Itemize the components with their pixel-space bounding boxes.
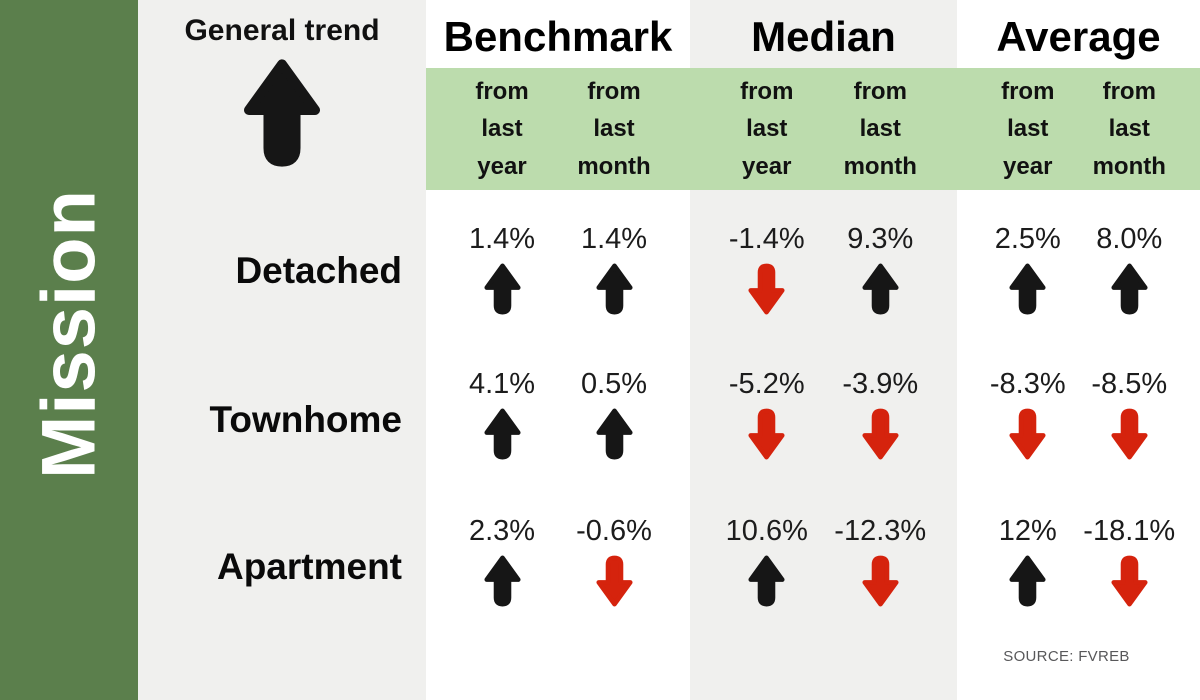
- stat-value: -18.1%: [1083, 515, 1176, 547]
- trend-arrow-icon: [862, 408, 899, 460]
- subheader-median-month: from last month: [843, 78, 917, 180]
- row-label-townhome: Townhome: [209, 399, 402, 440]
- source-attribution: SOURCE: FVREB: [1003, 648, 1130, 665]
- trend-arrow-icon: [1111, 263, 1148, 315]
- stat-value: 9.3%: [847, 223, 914, 255]
- trend-arrow-icon: [748, 555, 785, 607]
- region-sidebar: Mission: [0, 0, 138, 700]
- general-trend-label: General trend: [184, 14, 380, 47]
- cell-detached-average-month: 8.0%: [1079, 222, 1181, 315]
- stat-value: 8.0%: [1096, 223, 1163, 255]
- stat-value: 2.3%: [468, 515, 536, 547]
- stat-value: -5.2%: [728, 368, 805, 400]
- trend-arrow-icon: [862, 555, 899, 607]
- value-row-townhome: 4.1% 0.5% -5.2% -3.9% -8.3%: [426, 367, 1200, 460]
- trend-arrow-icon: [484, 408, 521, 460]
- trend-arrow-icon: [484, 555, 521, 607]
- trend-arrow-icon: [1009, 408, 1046, 460]
- trend-arrow-icon: [484, 263, 521, 315]
- stat-value: -1.4%: [728, 223, 805, 255]
- subheader-benchmark-year: from last year: [475, 78, 529, 180]
- trend-arrow-icon: [1009, 555, 1046, 607]
- cell-townhome-median-year: -5.2%: [710, 367, 824, 460]
- cell-detached-average-year: 2.5%: [977, 222, 1079, 315]
- cell-townhome-benchmark-month: 0.5%: [558, 367, 670, 460]
- cell-apartment-average-year: 12%: [977, 514, 1079, 607]
- group-title-median: Median: [751, 13, 896, 60]
- townhome-average-group: -8.3% -8.5%: [957, 367, 1200, 460]
- trend-arrow-icon: [748, 263, 785, 315]
- general-trend: General trend: [138, 14, 426, 173]
- cell-detached-benchmark-year: 1.4%: [446, 222, 558, 315]
- cell-apartment-benchmark-year: 2.3%: [446, 514, 558, 607]
- stat-value: 10.6%: [725, 515, 808, 547]
- cell-detached-benchmark-month: 1.4%: [558, 222, 670, 315]
- row-label-detached: Detached: [235, 250, 402, 291]
- group-title-benchmark: Benchmark: [443, 13, 673, 60]
- trend-arrow-icon: [1111, 555, 1148, 607]
- cell-townhome-average-month: -8.5%: [1079, 367, 1181, 460]
- apartment-benchmark-group: 2.3% -0.6%: [426, 514, 690, 607]
- cell-detached-median-month: 9.3%: [824, 222, 938, 315]
- stat-value: -8.3%: [989, 368, 1066, 400]
- stat-value: -3.9%: [842, 368, 919, 400]
- cell-townhome-benchmark-year: 4.1%: [446, 367, 558, 460]
- stat-value: -0.6%: [576, 515, 652, 547]
- row-label-apartment: Apartment: [216, 546, 402, 587]
- stat-value: 1.4%: [468, 223, 536, 255]
- subheader-benchmark-month: from last month: [577, 78, 651, 180]
- trend-arrow-icon: [596, 555, 633, 607]
- subheaders-average: from last year from last month: [957, 68, 1200, 190]
- cell-apartment-benchmark-month: -0.6%: [558, 514, 670, 607]
- stat-value: 1.4%: [580, 223, 648, 255]
- cell-detached-median-year: -1.4%: [710, 222, 824, 315]
- cell-apartment-median-year: 10.6%: [710, 514, 824, 607]
- region-title: Mission: [26, 189, 112, 479]
- subheaders-median: from last year from last month: [690, 68, 957, 190]
- detached-average-group: 2.5% 8.0%: [957, 222, 1200, 315]
- value-row-detached: 1.4% 1.4% -1.4% 9.3% 2.5%: [426, 222, 1200, 315]
- stat-value: -8.5%: [1091, 368, 1168, 400]
- apartment-median-group: 10.6% -12.3%: [690, 514, 957, 607]
- trend-arrow-icon: [1009, 263, 1046, 315]
- cell-townhome-median-month: -3.9%: [824, 367, 938, 460]
- trend-arrow-icon: [748, 408, 785, 460]
- stat-value: 12%: [998, 515, 1057, 547]
- subheader-average-month: from last month: [1092, 78, 1166, 180]
- cell-apartment-average-month: -18.1%: [1079, 514, 1181, 607]
- subheader-median-year: from last year: [740, 78, 794, 180]
- stat-value: 2.5%: [994, 223, 1061, 255]
- stat-value: 0.5%: [580, 368, 648, 400]
- townhome-benchmark-group: 4.1% 0.5%: [426, 367, 690, 460]
- subheader-average-year: from last year: [1001, 78, 1055, 180]
- detached-benchmark-group: 1.4% 1.4%: [426, 222, 690, 315]
- group-title-average: Average: [996, 13, 1161, 60]
- stat-value: 4.1%: [468, 368, 536, 400]
- townhome-median-group: -5.2% -3.9%: [690, 367, 957, 460]
- trend-arrow-icon: [862, 263, 899, 315]
- subheader-band: from last year from last month from last…: [426, 68, 1200, 190]
- trend-arrow-icon: [1111, 408, 1148, 460]
- detached-median-group: -1.4% 9.3%: [690, 222, 957, 315]
- subheaders-benchmark: from last year from last month: [426, 68, 690, 190]
- stat-value: -12.3%: [834, 515, 927, 547]
- trend-arrow-icon: [596, 263, 633, 315]
- trend-arrow-icon: [596, 408, 633, 460]
- cell-townhome-average-year: -8.3%: [977, 367, 1079, 460]
- general-trend-up-arrow-icon: [243, 58, 321, 168]
- value-row-apartment: 2.3% -0.6% 10.6% -12.3% 12%: [426, 514, 1200, 607]
- cell-apartment-median-month: -12.3%: [824, 514, 938, 607]
- apartment-average-group: 12% -18.1%: [957, 514, 1200, 607]
